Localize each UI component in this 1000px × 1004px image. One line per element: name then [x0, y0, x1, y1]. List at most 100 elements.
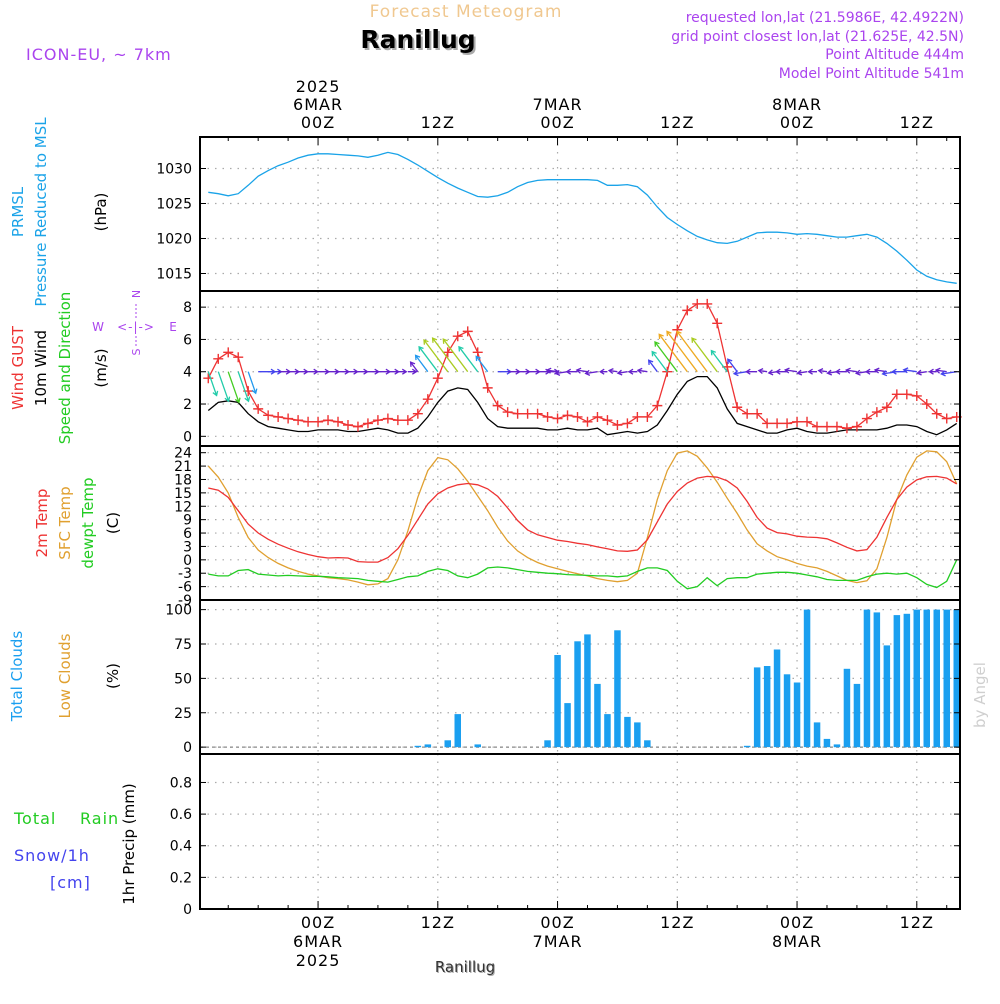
panel-title-temp: dewpt Temp [79, 477, 97, 568]
panel-title-wind: 10m Wind [32, 330, 50, 406]
cloud-bar [873, 612, 881, 748]
gust-marker [752, 408, 763, 419]
x-axis-bottom-label: 12Z [900, 913, 934, 932]
location-title: Ranillug [360, 25, 475, 54]
wind-direction-arrow [636, 367, 648, 374]
gust-marker [482, 382, 493, 393]
cloud-bar [743, 745, 751, 748]
panel-title-temp: 2m Temp [33, 489, 51, 558]
y-tick-label: 0 [183, 429, 192, 445]
wind-direction-arrow [423, 339, 449, 373]
gust-marker [422, 394, 433, 405]
panel-frame [199, 136, 961, 292]
temp-2m-line [208, 475, 958, 563]
wind-direction-arrow [318, 368, 331, 375]
y-tick-label: 24 [174, 446, 192, 462]
x-axis-bottom-label: 6MAR [293, 932, 343, 951]
precip-label-unit: [cm] [50, 873, 91, 892]
gust-marker [342, 420, 353, 431]
gust-marker [203, 373, 214, 384]
wind-direction-arrow [732, 370, 748, 377]
cloud-bar [414, 745, 422, 748]
cloud-bar [773, 649, 781, 748]
y-tick-label: 0 [183, 902, 192, 918]
cloud-bar [444, 740, 451, 748]
gust-marker [492, 400, 503, 411]
gust-marker [772, 418, 783, 429]
y-tick-label: 0.2 [170, 870, 192, 886]
cloud-bar [624, 716, 631, 748]
wind-direction-arrow [783, 367, 798, 374]
wind-direction-arrow [545, 367, 558, 374]
wind-direction-arrow [442, 338, 469, 373]
gust-marker [303, 416, 314, 427]
cloud-bar [554, 655, 561, 748]
wind-direction-arrow [217, 371, 231, 403]
wind-direction-arrow [854, 369, 867, 376]
wind-direction-arrow [691, 337, 718, 373]
wind-direction-arrow [934, 367, 947, 374]
y-tick-label: 0 [183, 553, 192, 569]
gust-marker [582, 416, 593, 427]
y-tick-label: 1025 [156, 197, 192, 213]
gust-marker [313, 416, 324, 427]
cloud-bar [843, 668, 851, 748]
y-tick-label: -9 [178, 593, 192, 609]
cloud-bar [853, 683, 861, 748]
cloud-bar [943, 609, 950, 748]
credit-watermark: by Angel [971, 662, 989, 728]
wind-direction-arrow [338, 368, 351, 375]
wind-direction-arrow [227, 371, 241, 404]
cloud-bar [424, 744, 432, 748]
x-axis-top-label: 12Z [421, 113, 455, 132]
sfc-temp-line [207, 450, 958, 586]
compass-east: E [169, 320, 177, 334]
wind-direction-arrow [796, 369, 808, 376]
wind-direction-arrow [745, 368, 758, 375]
gust-marker [462, 326, 473, 337]
gust-marker [512, 408, 523, 419]
wind-direction-arrow [807, 368, 817, 375]
cloud-bar [913, 609, 920, 748]
gust-marker [782, 418, 793, 429]
wind-direction-arrow [308, 368, 319, 375]
wind-direction-arrow [475, 355, 489, 373]
wind-direction-arrow [367, 368, 380, 375]
compass-south: S [130, 348, 143, 355]
panel-title-pressure: (hPa) [92, 193, 110, 232]
gust-marker [831, 421, 842, 432]
gust-marker [732, 402, 743, 413]
y-tick-label: 50 [174, 671, 192, 687]
y-tick-label: 15 [174, 486, 192, 502]
wind-direction-arrow [431, 337, 459, 373]
wind-direction-arrow [458, 345, 479, 373]
gust-marker [522, 408, 533, 419]
cloud-bar [833, 744, 841, 748]
precip-label-snow: Snow/1h [14, 846, 90, 865]
model-altitude: Model Point Altitude 541m [779, 66, 964, 82]
precip-label-total: Total [13, 809, 56, 828]
gust-marker [632, 411, 643, 422]
wind-direction-arrow [775, 368, 788, 375]
wind-direction-arrow [409, 361, 419, 373]
wind-direction-arrow [844, 367, 857, 374]
y-tick-label: 1030 [156, 162, 192, 178]
wind-direction-arrow [554, 369, 568, 376]
compass-north: N [130, 290, 143, 298]
gust-marker [602, 415, 613, 426]
gust-marker [572, 411, 583, 422]
x-axis-bottom-label: 8MAR [772, 932, 822, 951]
y-tick-label: 12 [174, 499, 192, 515]
gust-marker [851, 421, 862, 432]
gust-marker [622, 418, 633, 429]
compass-arrow: <-|-> [117, 320, 155, 334]
gust-marker [333, 416, 344, 427]
gust-marker [392, 415, 403, 426]
wind-direction-arrow [247, 371, 258, 395]
x-axis-top-label: 12Z [900, 113, 934, 132]
cloud-bar [753, 667, 761, 748]
precip-label-rain: Rain [80, 809, 119, 828]
cloud-bar [584, 634, 591, 748]
cloud-bar [763, 666, 771, 748]
wind-direction-arrow [584, 369, 598, 376]
